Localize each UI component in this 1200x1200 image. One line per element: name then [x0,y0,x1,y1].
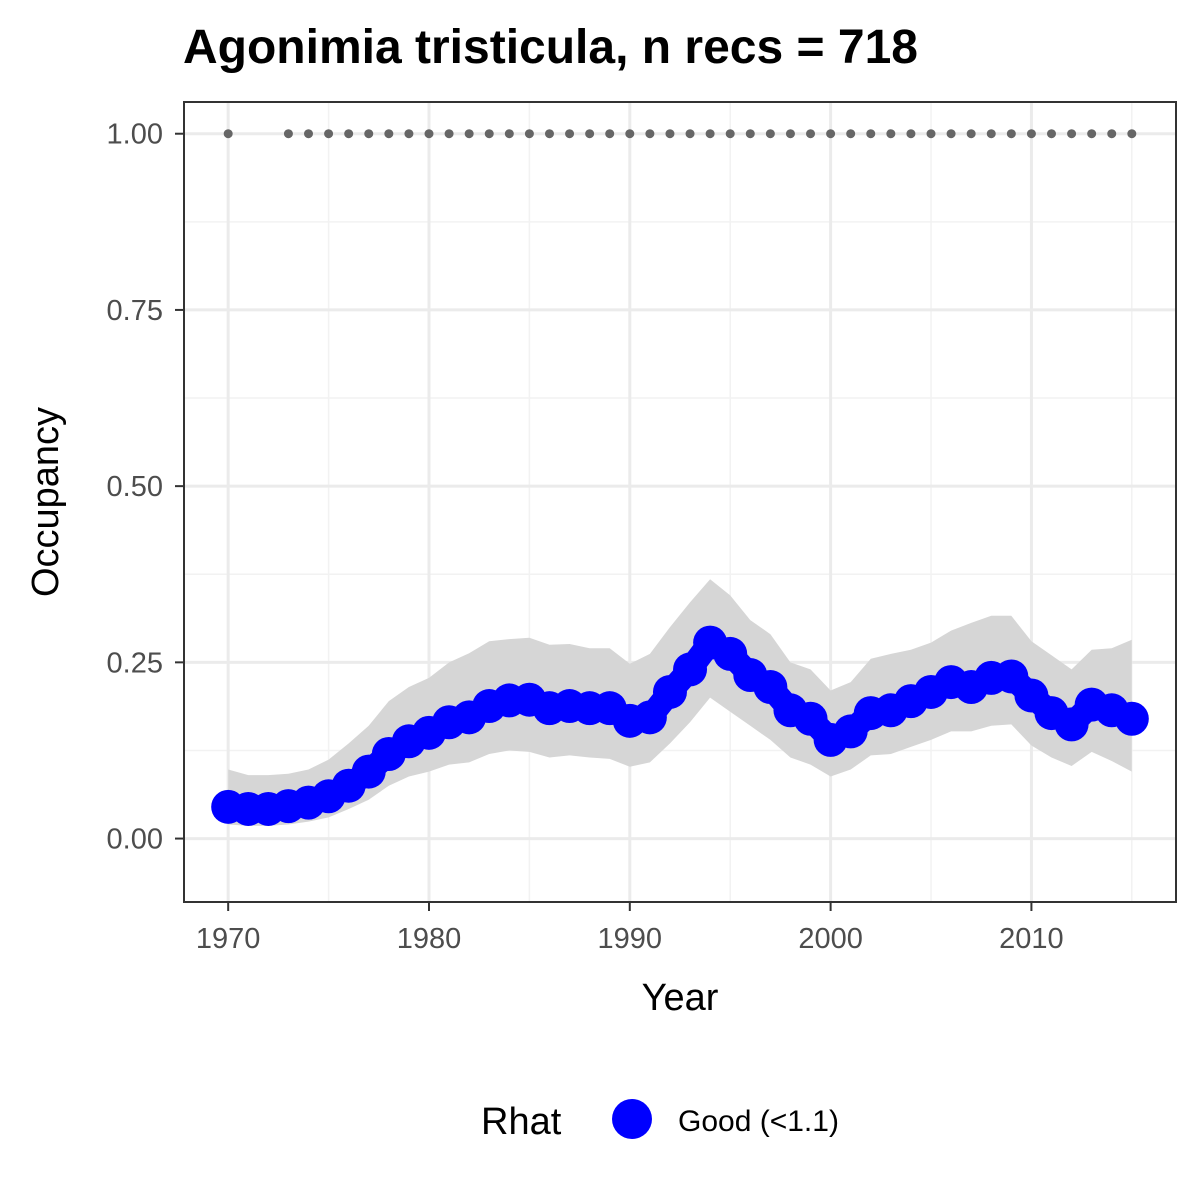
record-dot [986,129,996,139]
occupancy-point [713,636,748,671]
plot-panel-border [183,101,1177,903]
record-dot [585,129,595,139]
record-dot [504,129,514,139]
x-tick-label: 2000 [798,923,863,955]
record-dots-layer [223,129,1137,139]
record-dot [384,129,394,139]
record-dot [725,129,735,139]
record-dot [1046,129,1056,139]
record-dot [324,129,334,139]
occupancy-point [793,701,828,736]
record-dot [424,129,434,139]
record-dot [806,129,816,139]
record-dot [866,129,876,139]
record-dot [745,129,755,139]
x-tick-label: 1970 [196,923,261,955]
record-dot [685,129,695,139]
record-dot [605,129,615,139]
record-dot [705,129,715,139]
occupancy-point [652,674,687,709]
record-dot [1087,129,1097,139]
occupancy-point [632,700,667,735]
record-dot [524,129,534,139]
occupancy-point [673,652,708,687]
legend-key-good [612,1099,652,1139]
record-dot [765,129,775,139]
record-dot [404,129,414,139]
occupancy-series-layer [211,625,1149,826]
y-tick-label: 0.00 [107,824,163,856]
record-dot [304,129,314,139]
x-tick-label: 1980 [397,923,462,955]
record-dot [665,129,675,139]
chart-title: Agonimia tristicula, n recs = 718 [183,21,918,74]
x-axis-title: Year [642,977,719,1019]
y-tick-label: 0.25 [107,647,163,679]
x-tick-label: 1990 [598,923,663,955]
y-tick-label: 1.00 [107,119,163,151]
record-dot [946,129,956,139]
record-dot [544,129,554,139]
record-dot [645,129,655,139]
record-dot [906,129,916,139]
record-dot [344,129,354,139]
record-dot [966,129,976,139]
axes: 1970 1980 1990 2000 2010 0.00 0.25 0.50 0.75 1.00 [107,119,1064,955]
record-dot [484,129,494,139]
legend: Rhat Good (<1.1) [481,1099,839,1143]
record-dot [1067,129,1077,139]
record-dot [886,129,896,139]
record-dot [1127,129,1137,139]
record-dot [1006,129,1016,139]
y-axis-title: Occupancy [25,407,67,597]
record-dot [1026,129,1036,139]
record-dot [464,129,474,139]
record-dot [625,129,635,139]
occupancy-point [1114,701,1149,736]
record-dot [364,129,374,139]
record-dot [926,129,936,139]
record-dot [223,129,233,139]
y-tick-label: 0.50 [107,471,163,503]
x-tick-label: 2010 [999,923,1064,955]
record-dot [283,129,293,139]
record-dot [1107,129,1117,139]
legend-title: Rhat [481,1101,562,1143]
record-dot [785,129,795,139]
record-dot [565,129,575,139]
legend-label-good: Good (<1.1) [678,1105,839,1138]
record-dot [826,129,836,139]
y-tick-label: 0.75 [107,295,163,327]
occupancy-point [753,670,788,705]
record-dot [846,129,856,139]
record-dot [444,129,454,139]
